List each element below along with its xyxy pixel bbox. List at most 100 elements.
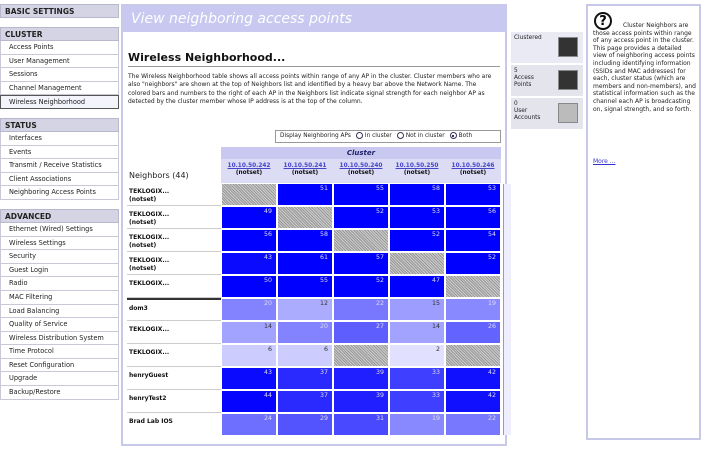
nav-section[interactable]: ADVANCED <box>0 208 119 223</box>
signal-cell: 39 <box>333 367 389 390</box>
nav-item[interactable]: Wireless Settings <box>0 236 119 251</box>
column-ip[interactable]: 10.10.50.242 <box>227 163 271 169</box>
radio-button[interactable] <box>355 132 363 139</box>
signal-cell: 39 <box>333 390 389 413</box>
nav-item[interactable]: Wireless Neighborhood <box>0 95 119 109</box>
radio-button[interactable] <box>396 132 404 139</box>
status-panel: Clustered 5 Access Points 0 User Accounts <box>511 4 583 129</box>
signal-cell: 14 <box>389 321 445 344</box>
nav-item[interactable]: Channel Management <box>0 81 119 96</box>
neighbor-ssid: dom3 <box>129 305 148 312</box>
nav-item[interactable]: Load Balancing <box>0 304 119 319</box>
signal-cell: 33 <box>389 367 445 390</box>
table-body: TEKLOGIX... (notset) 51 55 58 53 TEKLOGIX... (n… <box>127 183 503 435</box>
signal-cell: 58 <box>277 229 333 252</box>
column-name: (notset) <box>291 170 319 176</box>
nav-item[interactable]: MAC Filtering <box>0 290 119 305</box>
no-signal-cell <box>445 344 501 367</box>
column-header: 10.10.50.240 (notset) <box>333 159 389 183</box>
radio-label[interactable]: Both <box>458 133 473 139</box>
neighbor-table: Cluster 10.10.50.242 (notset) 10.10.50.241(… <box>127 147 511 435</box>
nav-item[interactable]: Interfaces <box>0 131 119 146</box>
status-box: Clustered <box>511 32 583 63</box>
signal-cell: 55 <box>277 275 333 298</box>
neighbor-ssid: Brad Lab IOS <box>129 418 173 425</box>
nav-item[interactable]: Upgrade <box>0 372 119 387</box>
nav-item[interactable]: Wireless Distribution System <box>0 331 119 346</box>
side-nav: BASIC SETTINGS CLUSTER Access Points User M… <box>0 0 119 451</box>
status-box: 5 Access Points <box>511 65 583 96</box>
neighbor-ssid: TEKLOGIX... <box>129 234 170 241</box>
signal-cell: 29 <box>277 413 333 435</box>
neighbor-name: TEKLOGIX... <box>127 321 221 344</box>
content-frame: View neighboring access points Wireless … <box>121 4 511 446</box>
signal-cell: 53 <box>389 206 445 229</box>
nav-item[interactable]: Quality of Service <box>0 318 119 332</box>
column-name: (notset) <box>347 170 375 176</box>
no-signal-cell <box>445 275 501 298</box>
no-signal-cell <box>277 206 333 229</box>
signal-cell: 6 <box>221 344 277 367</box>
nav-section[interactable]: CLUSTER <box>0 27 119 41</box>
column-ip[interactable]: 10.10.50.246 <box>451 163 495 169</box>
status-count: 5 <box>514 68 518 74</box>
nav-title[interactable]: BASIC SETTINGS <box>0 4 119 18</box>
column-name: (notset) <box>235 170 263 176</box>
status-icon <box>558 103 578 123</box>
neighbor-sub: (notset) <box>129 195 157 203</box>
nav-item[interactable]: Backup/Restore <box>0 386 119 400</box>
radio-label[interactable]: In cluster <box>364 133 392 139</box>
column-name: (notset) <box>403 170 431 176</box>
nav-item[interactable]: Security <box>0 250 119 264</box>
banner: View neighboring access points <box>123 6 505 32</box>
nav-item[interactable]: Reset Configuration <box>0 358 119 373</box>
neighbor-name: henryTest2 <box>127 390 221 413</box>
no-signal-cell <box>389 252 445 275</box>
signal-cell: 49 <box>221 206 277 229</box>
page-title: Wireless Neighborhood... <box>128 51 286 64</box>
nav-item[interactable]: Guest Login <box>0 263 119 278</box>
column-ip[interactable]: 10.10.50.241 <box>283 163 327 169</box>
nav-item[interactable]: Ethernet (Wired) Settings <box>0 222 119 237</box>
signal-cell: 2 <box>389 344 445 367</box>
neighbor-sub: (notset) <box>129 241 157 249</box>
nav-item[interactable]: Radio <box>0 277 119 291</box>
signal-cell: 56 <box>445 206 501 229</box>
signal-cell: 6 <box>277 344 333 367</box>
signal-cell: 24 <box>221 413 277 435</box>
help-icon: ? <box>594 12 612 30</box>
no-signal-cell <box>333 344 389 367</box>
neighbor-ssid: TEKLOGIX... <box>129 188 170 195</box>
signal-cell: 43 <box>221 367 277 390</box>
radio-label[interactable]: Not in cluster <box>405 133 445 139</box>
status-box: 0 User Accounts <box>511 98 583 129</box>
nav-item[interactable]: Time Protocol <box>0 345 119 359</box>
neighbor-name: TEKLOGIX... (notset) <box>127 206 221 229</box>
neighbor-name: TEKLOGIX... <box>127 275 221 298</box>
neighbor-ssid: TEKLOGIX... <box>129 326 170 333</box>
signal-cell: 52 <box>445 252 501 275</box>
signal-cell: 14 <box>221 321 277 344</box>
nav-item[interactable]: Neighboring Access Points <box>0 186 119 200</box>
neighbor-name: dom3 <box>127 298 221 321</box>
nav-item[interactable]: Client Associations <box>0 172 119 187</box>
signal-cell: 22 <box>333 298 389 321</box>
nav-item[interactable]: Sessions <box>0 68 119 82</box>
column-ip[interactable]: 10.10.50.250 <box>395 163 439 169</box>
neighbor-name: henryGuest <box>127 367 221 390</box>
radio-button[interactable] <box>449 132 457 139</box>
more-link[interactable]: More ... <box>593 158 616 165</box>
nav-item[interactable]: Transmit / Receive Statistics <box>0 159 119 173</box>
signal-cell: 52 <box>389 229 445 252</box>
nav-item[interactable]: Events <box>0 145 119 160</box>
nav-item[interactable]: Access Points <box>0 41 119 55</box>
signal-cell: 51 <box>277 183 333 206</box>
signal-cell: 52 <box>333 275 389 298</box>
nav-item[interactable]: User Management <box>0 54 119 69</box>
signal-cell: 44 <box>221 390 277 413</box>
nav-section[interactable]: STATUS <box>0 117 119 132</box>
column-ip[interactable]: 10.10.50.240 <box>339 163 383 169</box>
status-icon <box>558 37 578 57</box>
signal-cell: 42 <box>445 390 501 413</box>
